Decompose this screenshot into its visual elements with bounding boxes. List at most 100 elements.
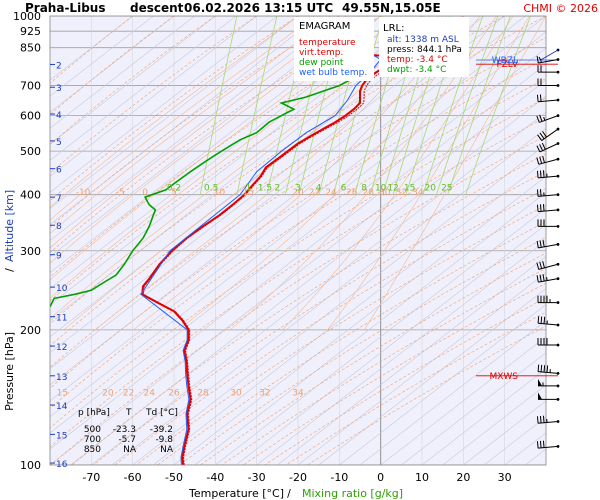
diag-isotherm (50, 16, 381, 273)
diag-isotherm (50, 16, 175, 113)
pressure-tick-600: 600 (20, 110, 41, 123)
moist-adiabat (230, 16, 497, 331)
diag-isotherm (215, 208, 546, 465)
wind-barb (536, 239, 560, 249)
wind-barb (536, 415, 560, 424)
altitude-tick-13: 13 (56, 373, 67, 383)
wind-barb (536, 170, 560, 179)
wind-barb (537, 78, 560, 87)
wind-barb-full (546, 365, 549, 373)
diag-isotherm (567, 16, 600, 465)
wind-barb-full (540, 364, 543, 372)
diag-isotherm (50, 79, 546, 465)
diag-isotherm (297, 272, 546, 465)
header-station: Praha-Libus (25, 1, 105, 15)
wind-barb (537, 65, 560, 74)
pressure-tick-925: 925 (20, 25, 41, 38)
moist-adiabat (50, 16, 299, 208)
dry-adiabat (50, 116, 546, 448)
moist-adiabat-label-10: 28 (363, 188, 375, 198)
diag-isotherm (50, 16, 402, 289)
wind-barb (536, 114, 560, 123)
pressure-tick-400: 400 (20, 189, 41, 202)
wind-barb-half (546, 277, 548, 281)
mixing-ratio-label-12: 20 (425, 183, 437, 193)
wind-barb-full (542, 260, 545, 268)
temperature-tick--70: -70 (82, 471, 100, 484)
x-axis-label: Temperature [°C] (188, 487, 284, 500)
diag-isotherm (50, 16, 526, 386)
wind-barb-full (536, 115, 540, 123)
diag-isotherm (50, 16, 195, 129)
diag-isotherm (318, 288, 546, 465)
wind-barb-staff (539, 143, 559, 153)
wind-barb-full (539, 415, 542, 424)
dry-adiabat (50, 16, 464, 302)
wind-barb-full (536, 262, 540, 270)
temperature-tick--40: -40 (206, 471, 224, 484)
dry-adiabat (50, 16, 133, 84)
dry-adiabat (221, 267, 546, 465)
moist-adiabat-label-0: -10 (76, 188, 91, 198)
pressure-tick-500: 500 (20, 145, 41, 158)
moist-adiabat-label-11: 30 (379, 188, 391, 198)
dry-adiabat-label-5: 28 (197, 389, 209, 399)
wind-barb (536, 260, 560, 270)
dry-adiabat-label-2: 22 (123, 389, 134, 399)
wind-barb-full (536, 145, 541, 153)
mixing-ratio-line (199, 16, 238, 195)
series-dew_point (50, 54, 370, 308)
altitude-tick-10: 10 (56, 284, 68, 294)
wind-barb-half (543, 116, 546, 121)
wind-barb-full (542, 274, 545, 282)
legend-title: EMAGRAM (299, 21, 350, 32)
lrl-title: LRL: (383, 23, 404, 34)
diag-isotherm (50, 63, 546, 450)
wind-barb (536, 274, 560, 283)
diag-isotherm (401, 352, 546, 465)
wind-barb-full (536, 275, 539, 283)
lrl-dwpt: dwpt: -3.4 °C (387, 65, 446, 75)
table-row-2-p: 700 (84, 435, 101, 445)
altitude-tick-9: 9 (56, 252, 62, 262)
moist-adiabat-label-12: 32 (396, 188, 407, 198)
wind-barb-pennant (538, 392, 542, 400)
wind-barb (536, 94, 560, 103)
diag-isotherm (50, 16, 278, 193)
diag-isotherm (132, 143, 546, 465)
altitude-tick-8: 8 (56, 222, 62, 232)
wind-barb (537, 295, 560, 304)
pressure-tick-850: 850 (20, 42, 41, 55)
wind-barb-full (543, 365, 546, 373)
temperature-tick--20: -20 (289, 471, 307, 484)
wind-barb (536, 189, 560, 197)
lrl-background (379, 17, 469, 77)
wind-barb (536, 142, 560, 153)
pressure-tick-1000: 1000 (13, 10, 41, 23)
diag-isotherm (50, 16, 361, 257)
wind-barb-staff (538, 263, 559, 270)
lrl-press: press: 844.1 hPa (387, 45, 462, 55)
wind-barb-staff (540, 49, 559, 61)
table-row-2-td: -9.8 (155, 435, 173, 445)
diag-isotherm (50, 31, 546, 418)
lrl-alt: alt: 1338 m ASL (387, 35, 459, 45)
header-copyright: CHMI © 2026 (523, 2, 598, 15)
moist-adiabat-label-3: 5 (171, 188, 177, 198)
diag-isotherm (339, 304, 546, 465)
legend-dew-point: dew point (299, 58, 344, 68)
moist-adiabat-label-5: 15 (243, 188, 254, 198)
wind-barb (538, 48, 560, 61)
table-row-3-td: NA (160, 445, 174, 455)
dry-adiabat-label-6: 30 (230, 389, 242, 399)
level-label-mxws: MXWS (489, 372, 518, 382)
mixing-ratio-label-13: 25 (441, 183, 452, 193)
dry-adiabat-label-1: 20 (102, 389, 114, 399)
legend-background (294, 17, 374, 81)
dry-adiabat (50, 16, 216, 145)
x-axis-label-mixing: Mixing ratio [g/kg] (302, 487, 403, 500)
diag-isotherm (235, 224, 546, 465)
series-temperature (141, 53, 393, 465)
